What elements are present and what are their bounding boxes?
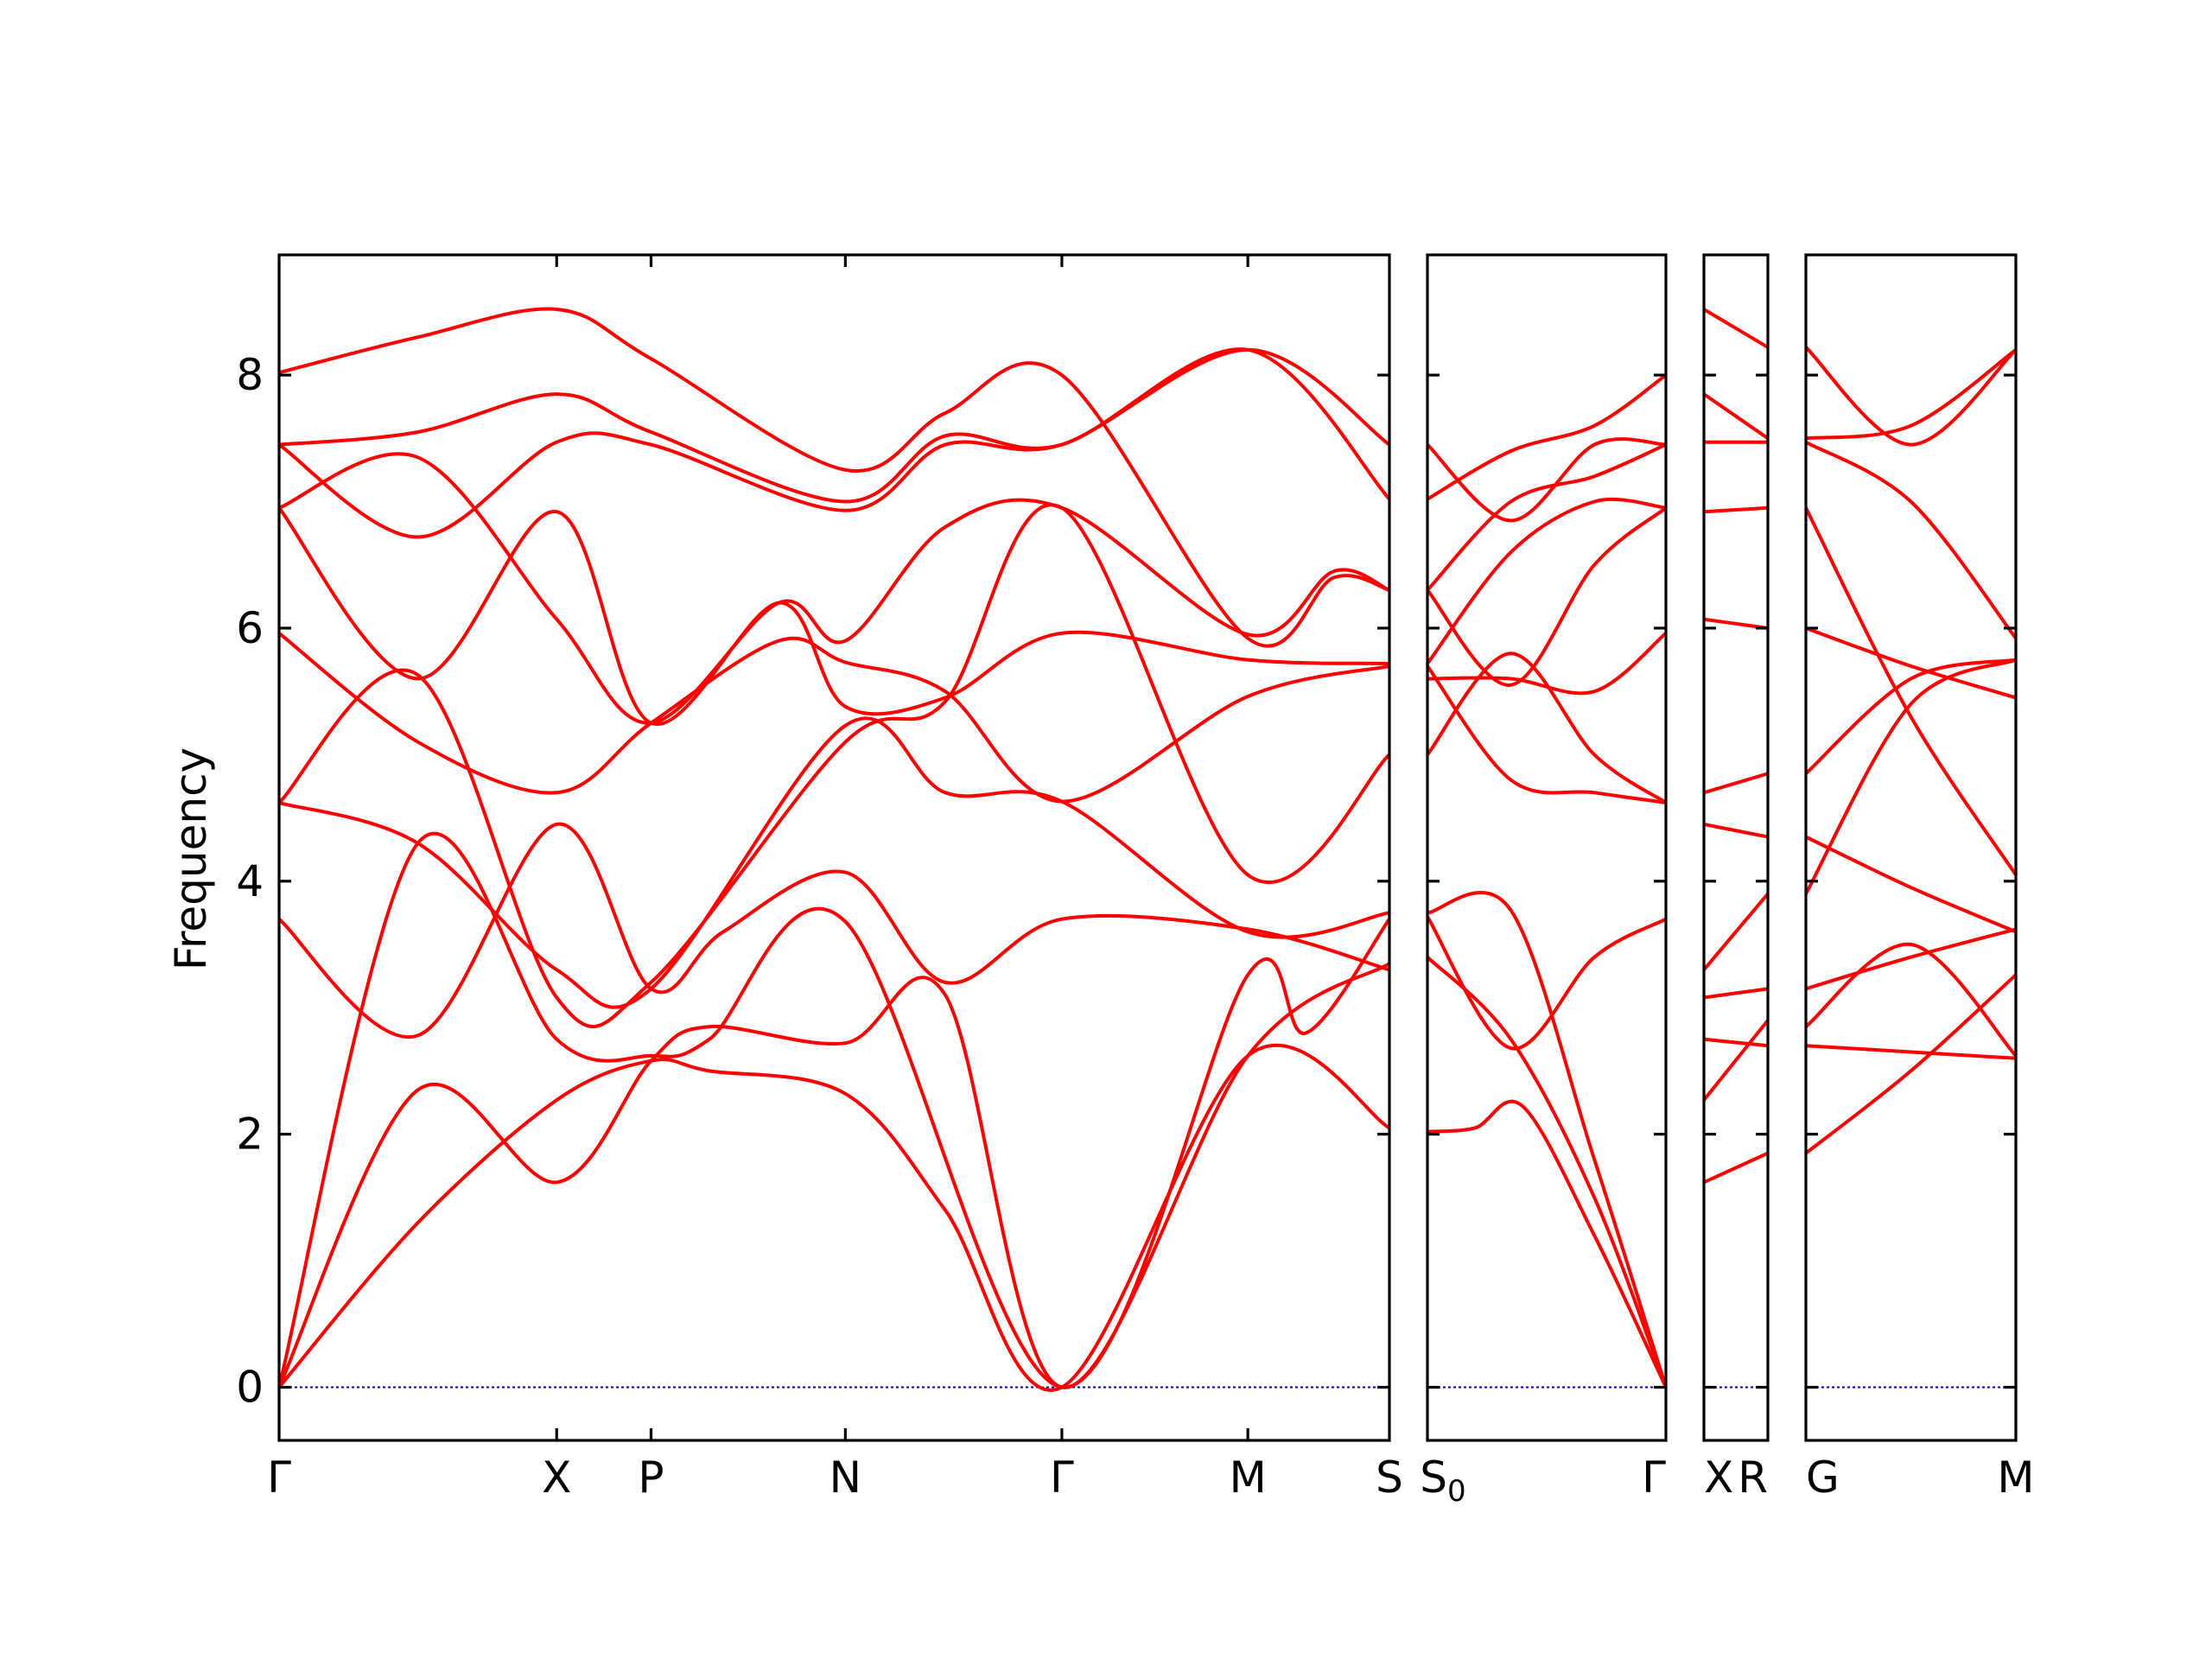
phonon-band	[279, 716, 1389, 1009]
phonon-band	[1427, 914, 1666, 1051]
phonon-band	[1427, 890, 1666, 1389]
panels: Γ X P N Γ M S S0 Γ X R G M	[267, 253, 2035, 1509]
phonon-band	[1704, 1018, 1768, 1103]
phonon-band	[1704, 1037, 1768, 1048]
phonon-band	[1427, 505, 1666, 687]
phonon-band	[1704, 772, 1768, 795]
x-tick-label: R	[1738, 1452, 1768, 1503]
phonon-band	[279, 1043, 1389, 1392]
phonon-band	[1427, 442, 1666, 592]
x-tick-label: Γ	[267, 1452, 291, 1503]
panel-frame	[1426, 253, 1668, 1442]
x-tick-label-subscript: 0	[1447, 1474, 1466, 1509]
x-tick-label: Γ	[1642, 1452, 1666, 1503]
phonon-band	[1806, 347, 2016, 441]
phonon-band	[1427, 955, 1666, 1389]
panel-frame	[1702, 253, 1770, 1442]
phonon-band	[1427, 1099, 1666, 1389]
phonon-band	[1704, 822, 1768, 839]
phonon-band	[279, 307, 1389, 648]
phonon-band	[279, 347, 1389, 504]
x-tick-label: X	[1704, 1452, 1733, 1503]
x-tick-label: X	[542, 1452, 571, 1503]
y-tick-label: 6	[236, 603, 264, 653]
x-tick-label: M	[1997, 1452, 2034, 1503]
phonon-band	[1704, 505, 1768, 514]
phonon-band	[1806, 658, 2016, 776]
y-tick-label: 0	[236, 1363, 264, 1413]
x-tick-label: P	[638, 1452, 664, 1503]
phonon-band	[1806, 626, 2016, 700]
y-tick-label: 4	[236, 856, 264, 906]
phonon-band	[1427, 373, 1666, 501]
y-axis-ticks: 0 2 4 6 8	[236, 350, 264, 1412]
phonon-band	[279, 962, 1389, 1389]
phonon-band	[1806, 440, 2016, 640]
phonon-band	[1806, 835, 2016, 934]
phonon-band	[1704, 987, 1768, 1000]
phonon-band	[1704, 308, 1768, 349]
phonon-band	[1806, 973, 2016, 1155]
panel-frame	[1804, 253, 2018, 1442]
phonon-band	[279, 831, 1389, 1389]
phonon-band	[279, 503, 1389, 1028]
phonon-band	[1427, 631, 1666, 696]
phonon-band	[279, 347, 1389, 539]
phonon-band	[279, 822, 1389, 1039]
x-tick-label: S	[1376, 1452, 1403, 1503]
y-tick-label: 8	[236, 350, 264, 400]
phonon-band	[1806, 505, 2016, 877]
phonon-band	[279, 631, 1389, 804]
phonon-band	[1704, 1151, 1768, 1185]
bands	[1806, 345, 2016, 1155]
phonon-band	[1806, 658, 2016, 896]
x-tick-label: S0	[1420, 1452, 1465, 1509]
x-tick-label: G	[1806, 1452, 1840, 1503]
phonon-band	[1806, 345, 2016, 447]
x-tick-label: M	[1230, 1452, 1267, 1503]
y-tick-label: 2	[236, 1109, 264, 1160]
bands	[1427, 373, 1666, 1389]
phonon-band	[1806, 942, 2016, 1058]
phonon-band	[1806, 927, 2016, 991]
phonon-band	[1427, 497, 1666, 665]
phonon-band	[1427, 664, 1666, 804]
x-tick-label: N	[830, 1452, 861, 1503]
phonon-band	[1427, 437, 1666, 523]
panel-frame	[277, 253, 1391, 1442]
phonon-band	[1704, 892, 1768, 972]
x-tick-label: Γ	[1050, 1452, 1074, 1503]
phonon-band	[279, 452, 1389, 725]
phonon-band	[1704, 392, 1768, 441]
panel-2: S0 Γ	[1420, 253, 1668, 1509]
bands	[1704, 308, 1768, 1185]
phonon-band	[1806, 1044, 2016, 1060]
bands	[279, 307, 1389, 1392]
y-axis-label: Frequency	[166, 747, 216, 970]
phonon-band	[279, 505, 1389, 727]
phonon-band	[1427, 652, 1666, 804]
